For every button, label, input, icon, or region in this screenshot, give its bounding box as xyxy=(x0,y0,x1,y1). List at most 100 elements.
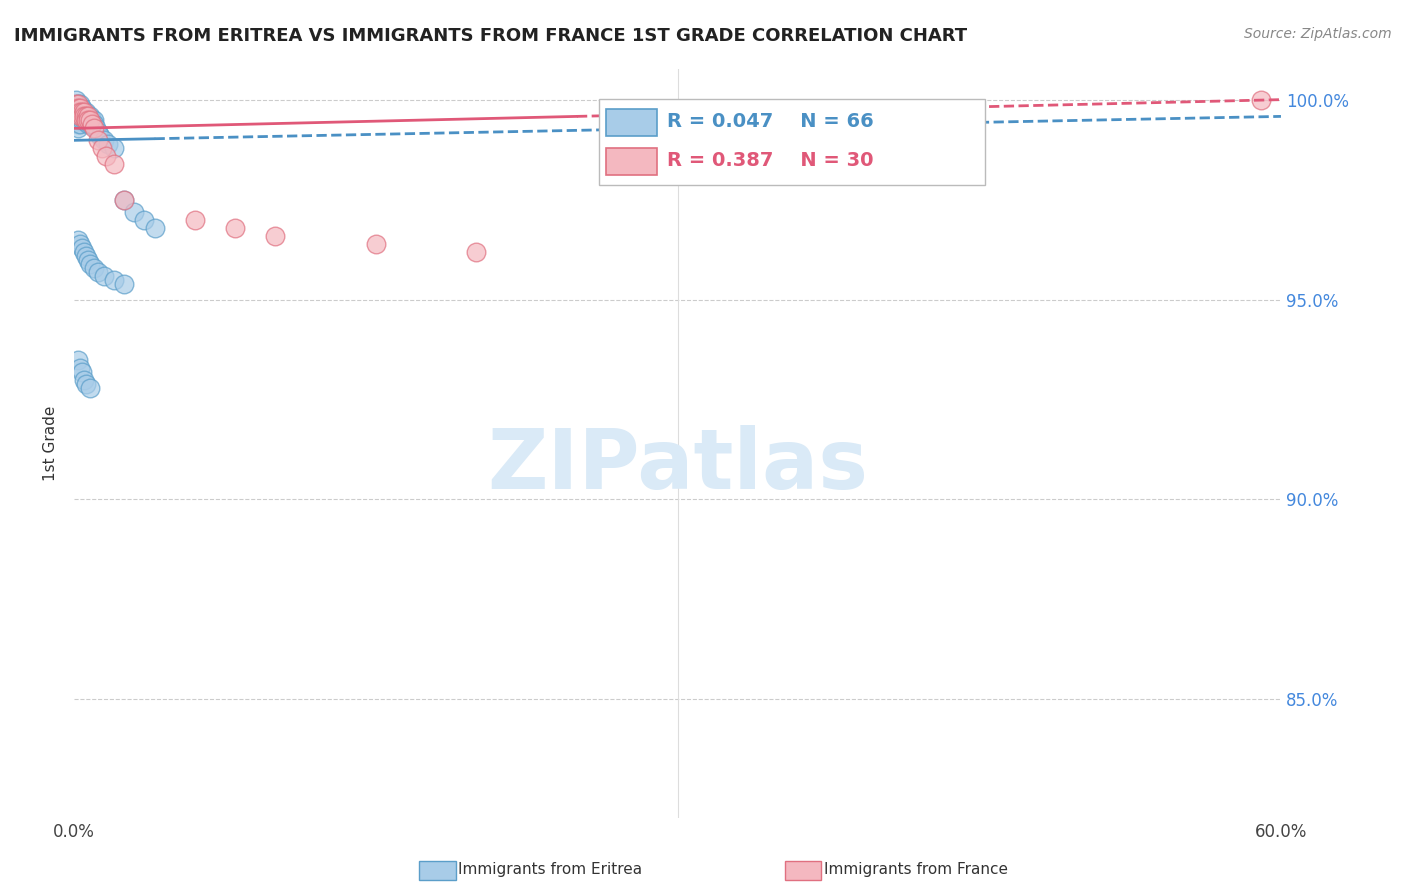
FancyBboxPatch shape xyxy=(599,98,986,185)
Point xyxy=(67,117,90,131)
Point xyxy=(143,221,166,235)
Point xyxy=(73,105,96,120)
Point xyxy=(89,129,111,144)
Point xyxy=(112,193,135,207)
Point xyxy=(83,121,105,136)
Point xyxy=(67,352,90,367)
Point xyxy=(184,213,207,227)
Point xyxy=(65,97,87,112)
Point xyxy=(73,109,96,123)
Point xyxy=(79,113,101,128)
Point xyxy=(91,141,114,155)
Text: Source: ZipAtlas.com: Source: ZipAtlas.com xyxy=(1244,27,1392,41)
Point xyxy=(93,133,115,147)
Point xyxy=(97,137,120,152)
Text: ZIPatlas: ZIPatlas xyxy=(486,425,868,507)
Point xyxy=(67,97,90,112)
Y-axis label: 1st Grade: 1st Grade xyxy=(44,406,58,481)
Point xyxy=(73,109,96,123)
Point xyxy=(65,109,87,123)
Point xyxy=(69,360,91,375)
Point xyxy=(79,257,101,271)
Point xyxy=(70,241,93,255)
Point xyxy=(87,265,110,279)
Point xyxy=(73,373,96,387)
Point xyxy=(77,109,100,123)
Point xyxy=(79,117,101,131)
Point xyxy=(70,102,93,116)
Point xyxy=(70,105,93,120)
Point xyxy=(364,237,387,252)
Point xyxy=(69,102,91,116)
Point xyxy=(70,113,93,128)
Point xyxy=(70,109,93,123)
Point xyxy=(82,113,104,128)
Point xyxy=(67,97,90,112)
Point xyxy=(84,121,107,136)
Point xyxy=(75,109,97,123)
Point xyxy=(65,97,87,112)
Point xyxy=(65,94,87,108)
Point xyxy=(75,249,97,263)
Point xyxy=(124,205,146,219)
Point xyxy=(65,102,87,116)
Point xyxy=(77,113,100,128)
Point xyxy=(67,105,90,120)
Point xyxy=(69,237,91,252)
Point xyxy=(264,229,287,244)
Point xyxy=(103,273,125,287)
Text: Immigrants from France: Immigrants from France xyxy=(824,863,1008,877)
Point xyxy=(224,221,246,235)
Point xyxy=(73,113,96,128)
Point xyxy=(82,117,104,131)
Point xyxy=(65,105,87,120)
Point xyxy=(77,252,100,267)
Point xyxy=(69,105,91,120)
Text: IMMIGRANTS FROM ERITREA VS IMMIGRANTS FROM FRANCE 1ST GRADE CORRELATION CHART: IMMIGRANTS FROM ERITREA VS IMMIGRANTS FR… xyxy=(14,27,967,45)
Point xyxy=(77,113,100,128)
Point xyxy=(83,260,105,275)
Point xyxy=(69,109,91,123)
Point xyxy=(69,102,91,116)
Point xyxy=(67,113,90,128)
Point xyxy=(77,117,100,131)
Point xyxy=(83,117,105,131)
Point xyxy=(75,113,97,128)
Point xyxy=(75,109,97,123)
Point xyxy=(69,117,91,131)
Point xyxy=(87,133,110,147)
Point xyxy=(67,109,90,123)
Point xyxy=(83,113,105,128)
Point xyxy=(112,277,135,291)
Point xyxy=(75,376,97,391)
Point xyxy=(79,109,101,123)
Text: R = 0.047    N = 66: R = 0.047 N = 66 xyxy=(666,112,873,130)
Point xyxy=(69,105,91,120)
Point xyxy=(87,125,110,139)
Point xyxy=(69,109,91,123)
Point xyxy=(67,102,90,116)
Point xyxy=(67,105,90,120)
Text: R = 0.387    N = 30: R = 0.387 N = 30 xyxy=(666,151,873,169)
Point xyxy=(65,102,87,116)
Point xyxy=(73,245,96,260)
Point xyxy=(73,105,96,120)
Point xyxy=(70,365,93,379)
Point xyxy=(69,113,91,128)
Point xyxy=(1250,94,1272,108)
Point xyxy=(75,113,97,128)
Point xyxy=(79,113,101,128)
Point xyxy=(67,121,90,136)
Point xyxy=(67,233,90,247)
Point xyxy=(112,193,135,207)
Point xyxy=(67,102,90,116)
Point xyxy=(93,268,115,283)
Point xyxy=(465,245,488,260)
Text: Immigrants from Eritrea: Immigrants from Eritrea xyxy=(458,863,643,877)
Point xyxy=(69,97,91,112)
Point xyxy=(75,105,97,120)
Point xyxy=(70,105,93,120)
Point xyxy=(103,141,125,155)
Point xyxy=(77,109,100,123)
FancyBboxPatch shape xyxy=(606,148,657,175)
